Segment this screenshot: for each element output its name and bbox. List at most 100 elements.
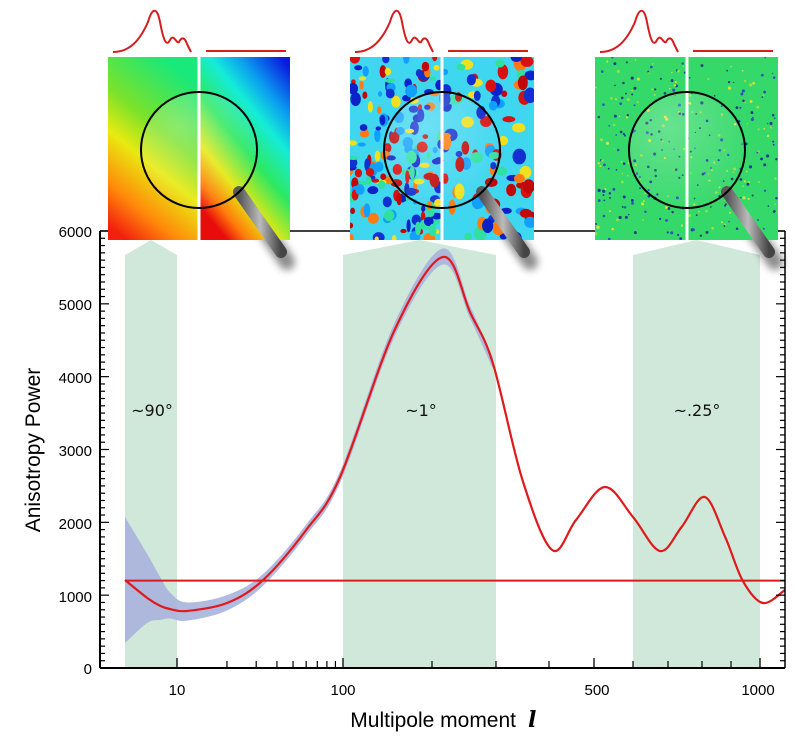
map-speck — [710, 206, 712, 208]
map-speck — [769, 121, 773, 125]
map-blob — [354, 168, 363, 178]
map-blob — [350, 92, 361, 106]
map-speck — [746, 182, 750, 186]
y-tick-label-2000: 2000 — [59, 516, 92, 533]
map-speck — [735, 227, 739, 231]
map-blob — [523, 87, 534, 104]
region-label-90deg: ~90° — [131, 401, 173, 420]
uncertainty-band — [125, 248, 493, 644]
map-speck — [599, 165, 602, 168]
map-speck — [622, 81, 625, 85]
inset-panel — [350, 9, 538, 270]
map-speck — [647, 70, 650, 73]
map-speck — [671, 71, 673, 74]
map-speck — [616, 69, 620, 73]
map-blob — [355, 184, 365, 195]
map-speck — [711, 226, 715, 230]
map-blob — [359, 80, 364, 90]
map-speck — [699, 234, 703, 237]
map-speck — [633, 231, 637, 235]
x-tick-label-1000: 1000 — [741, 682, 774, 699]
map-speck — [726, 69, 729, 72]
y-tick-label-3000: 3000 — [59, 443, 92, 460]
map-blob — [428, 223, 437, 237]
map-blob — [391, 95, 401, 108]
map-blob — [356, 180, 368, 186]
map-speck — [614, 98, 617, 101]
map-blob — [374, 150, 381, 162]
map-speck — [707, 77, 710, 81]
map-speck — [595, 223, 598, 225]
map-speck — [659, 77, 662, 80]
map-speck — [775, 197, 778, 200]
map-blob — [520, 57, 534, 67]
map-blob — [456, 63, 466, 71]
map-speck — [625, 92, 627, 95]
map-speck — [597, 162, 600, 165]
map-speck — [740, 197, 742, 199]
map-blob — [517, 75, 528, 91]
map-speck — [602, 103, 605, 106]
region-label-025deg: ~.25° — [674, 401, 721, 420]
map-speck — [620, 180, 624, 184]
map-speck — [747, 197, 750, 200]
map-speck — [599, 138, 603, 142]
map-speck — [636, 77, 640, 81]
map-speck — [692, 228, 695, 231]
highlight-region — [633, 240, 760, 668]
map-speck — [595, 232, 598, 236]
map-blob — [464, 232, 472, 240]
map-speck — [756, 151, 759, 154]
map-speck — [756, 105, 760, 109]
map-speck — [757, 128, 760, 131]
map-blob — [466, 74, 476, 86]
map-blob — [365, 176, 372, 185]
map-speck — [595, 86, 597, 89]
map-speck — [728, 220, 730, 223]
map-speck — [749, 83, 753, 87]
map-blob — [375, 126, 382, 131]
map-blob — [497, 64, 509, 80]
map-blob — [433, 64, 440, 71]
magnifier-lens-icon — [140, 91, 258, 209]
map-speck — [700, 64, 704, 67]
map-blob — [385, 88, 395, 99]
map-blob — [362, 66, 369, 77]
map-speck — [670, 231, 674, 235]
map-speck — [740, 92, 744, 96]
map-speck — [682, 65, 685, 68]
map-speck — [752, 116, 754, 119]
map-speck — [651, 88, 654, 91]
map-speck — [651, 63, 654, 65]
map-speck — [774, 203, 777, 205]
map-blob — [391, 234, 397, 240]
map-blob — [482, 218, 494, 234]
map-speck — [649, 65, 653, 69]
map-speck — [603, 163, 606, 167]
y-axis-title: Anisotropy Power — [22, 368, 45, 533]
map-speck — [621, 172, 624, 175]
map-blob — [359, 124, 368, 131]
y-tick-label-0: 0 — [84, 661, 92, 678]
map-blob — [512, 122, 526, 133]
map-speck — [739, 178, 743, 181]
y-tick-label-6000: 6000 — [59, 224, 92, 241]
map-blob — [428, 76, 437, 81]
map-blob — [357, 142, 366, 147]
map-speck — [663, 92, 667, 95]
map-blob — [495, 59, 505, 68]
map-speck — [757, 218, 760, 221]
map-speck — [666, 231, 669, 234]
map-blob — [498, 135, 509, 146]
map-speck — [760, 157, 764, 161]
map-speck — [674, 80, 677, 84]
map-speck — [623, 206, 627, 209]
map-speck — [775, 211, 777, 214]
map-blob — [377, 91, 383, 97]
map-speck — [608, 196, 611, 199]
map-blob — [524, 70, 534, 81]
map-blob — [380, 173, 387, 180]
map-speck — [772, 76, 776, 79]
map-speck — [619, 102, 622, 105]
